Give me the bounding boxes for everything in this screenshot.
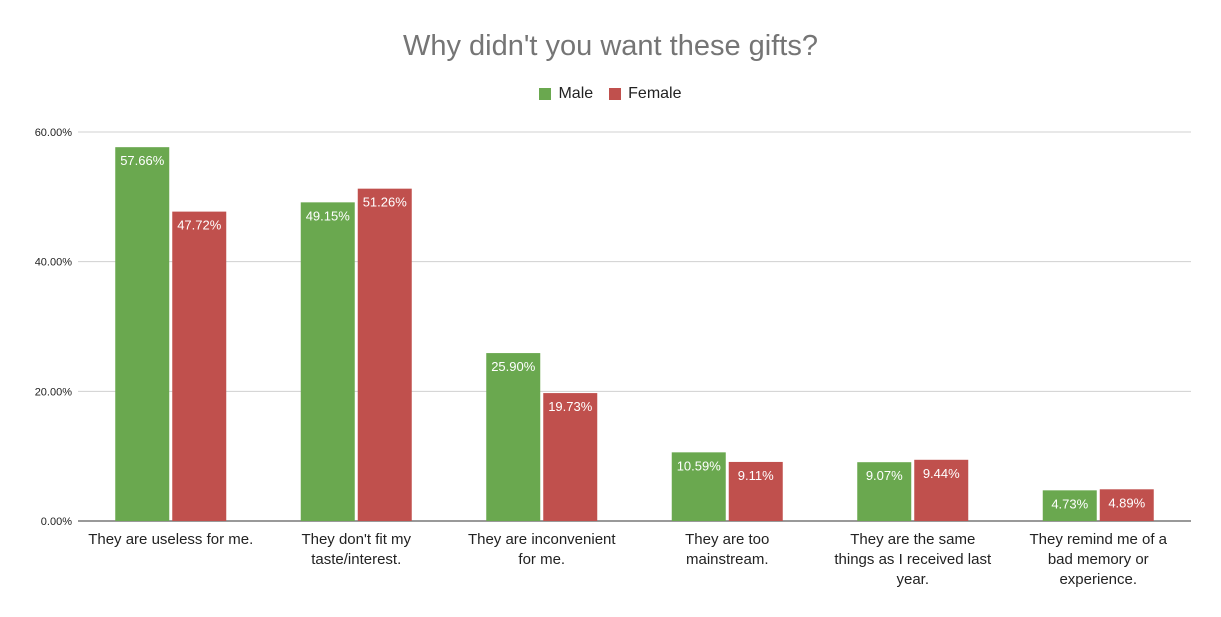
bar-male: [300, 202, 355, 521]
x-tick-label: taste/interest.: [311, 551, 401, 568]
bar-female: [357, 188, 412, 521]
bar-female: [543, 393, 598, 521]
data-label: 9.44%: [923, 466, 960, 481]
x-tick-label: They are the same: [850, 531, 975, 548]
bar-female: [172, 211, 227, 521]
data-label: 4.73%: [1051, 496, 1088, 511]
legend-item-male: Male: [539, 85, 593, 103]
y-tick-label: 0.00%: [41, 516, 72, 528]
data-label: 4.89%: [1108, 495, 1145, 510]
bar-male: [1042, 490, 1097, 521]
chart-title: Why didn't you want these gifts?: [403, 30, 818, 62]
data-label: 47.72%: [177, 218, 222, 233]
x-tick-label: things as I received last: [834, 551, 992, 568]
x-tick-label: bad memory or: [1048, 551, 1149, 568]
data-label: 10.59%: [677, 458, 722, 473]
y-tick-label: 60.00%: [35, 127, 73, 139]
y-tick-label: 20.00%: [35, 386, 73, 398]
x-tick-label: experience.: [1059, 571, 1137, 588]
x-tick-label: mainstream.: [686, 551, 769, 568]
legend-item-female: Female: [609, 85, 682, 103]
data-label: 19.73%: [548, 399, 593, 414]
x-tick-label: They are too: [685, 531, 769, 548]
data-label: 51.26%: [363, 195, 408, 210]
bar-female: [1099, 489, 1154, 521]
bar-female: [728, 461, 783, 521]
x-tick-label: They are inconvenient: [468, 531, 616, 548]
data-label: 9.11%: [738, 468, 774, 483]
legend-label-female: Female: [628, 85, 682, 102]
legend-swatch-male: [539, 88, 552, 100]
data-label: 57.66%: [120, 153, 165, 168]
bar-male: [857, 462, 912, 521]
x-tick-label: They are useless for me.: [88, 531, 253, 548]
legend-label-male: Male: [558, 85, 594, 102]
x-tick-label: They don't fit my: [301, 531, 411, 548]
data-label: 25.90%: [491, 359, 536, 374]
y-tick-label: 40.00%: [35, 257, 73, 269]
x-tick-label: They remind me of a: [1029, 531, 1167, 548]
bar-female: [914, 459, 969, 521]
legend-swatch-female: [609, 88, 622, 100]
data-label: 9.07%: [866, 468, 903, 483]
bar-male: [486, 353, 541, 521]
bar-male: [115, 147, 170, 521]
x-tick-label: year.: [896, 571, 929, 588]
data-label: 49.15%: [306, 208, 351, 223]
legend: Male Female: [0, 85, 1221, 103]
x-tick-label: for me.: [518, 551, 565, 568]
bar-male: [671, 452, 726, 521]
